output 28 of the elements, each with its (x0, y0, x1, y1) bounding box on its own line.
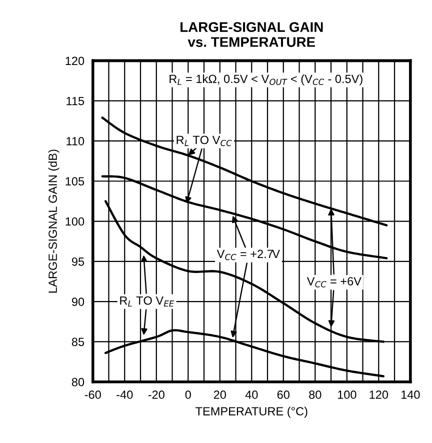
y-tick-label: 80 (72, 378, 84, 386)
x-tick-label: 120 (370, 390, 388, 399)
x-tick-label: -40 (116, 390, 133, 399)
y-tick-label: 105 (66, 177, 84, 186)
x-tick-label: 20 (214, 390, 226, 399)
y-tick-label: 100 (66, 217, 84, 226)
x-tick-label: 80 (309, 390, 322, 399)
annotation: R$_{L}$ = 1kΩ, 0.5V < V$_{OUT}$ < (V$_{CC}$ - 0.5V) (170, 74, 362, 86)
y-tick-label: 110 (66, 137, 84, 146)
chart-title: LARGE-SIGNAL GAIN vs. TEMPERATURE (180, 22, 323, 47)
x-axis-title: TEMPERATURE (°C) (196, 406, 308, 418)
x-tick-label: 100 (338, 390, 356, 399)
annotation: R$_{L}$ TO V$_{EE}$ (120, 296, 174, 307)
y-tick-label: 90 (72, 298, 84, 306)
y-tick-label: 95 (72, 257, 84, 266)
x-tick-label: -60 (84, 390, 101, 399)
x-tick-label: 0 (185, 390, 191, 399)
y-axis-title: LARGE-SIGNAL GAIN (dB) (48, 150, 60, 293)
annotation: R$_{L}$ TO V$_{CC}$ (176, 136, 232, 146)
y-tick-label: 115 (66, 96, 84, 106)
y-tick-label: 85 (72, 338, 84, 346)
annotation: V$_{CC}$ = +2.7V (216, 250, 280, 260)
x-tick-label: -20 (148, 390, 164, 399)
y-tick-label: 120 (66, 56, 84, 66)
x-tick-label: 140 (401, 390, 420, 399)
x-tick-label: 40 (245, 390, 258, 399)
x-tick-label: 60 (277, 390, 290, 399)
annotation: V$_{CC}$ = +6V (306, 277, 362, 288)
